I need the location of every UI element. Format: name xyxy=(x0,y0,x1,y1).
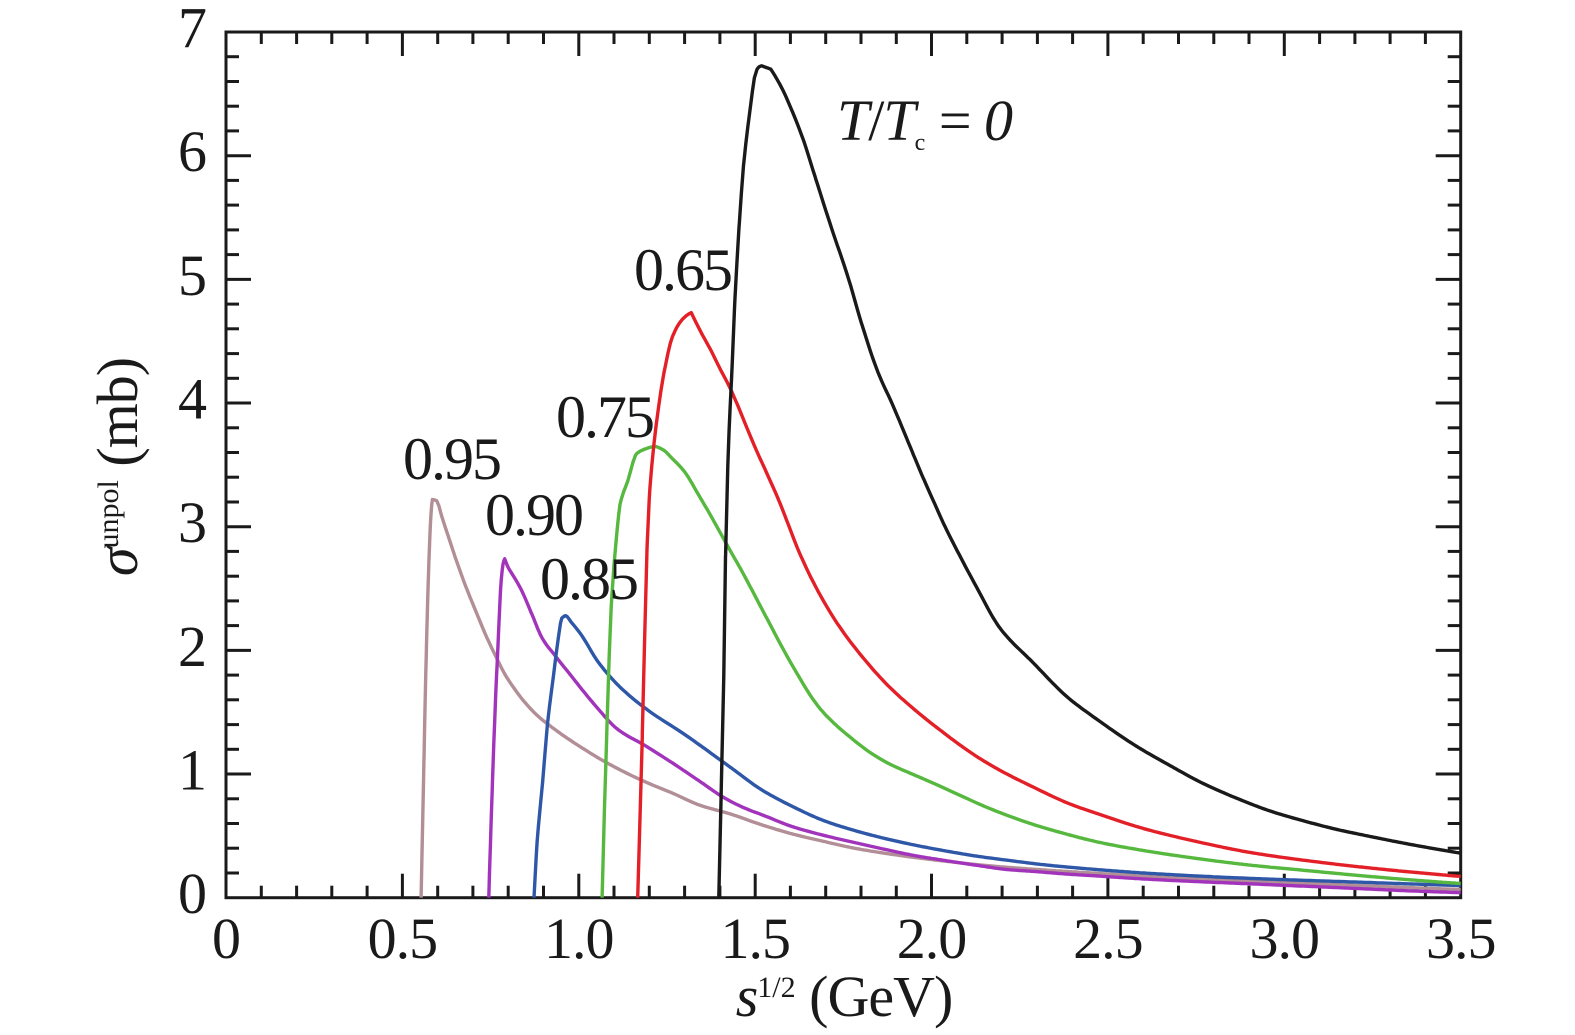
svg-text:7: 7 xyxy=(178,0,206,61)
svg-text:1.5: 1.5 xyxy=(720,906,790,971)
svg-text:s1/2 (GeV): s1/2 (GeV) xyxy=(736,964,953,1029)
svg-text:3.0: 3.0 xyxy=(1250,906,1320,971)
svg-text:1.0: 1.0 xyxy=(544,906,614,971)
svg-text:0.75: 0.75 xyxy=(556,384,653,450)
svg-text:5: 5 xyxy=(178,243,206,308)
svg-text:2: 2 xyxy=(178,614,206,679)
svg-text:3: 3 xyxy=(178,490,206,555)
svg-text:0.95: 0.95 xyxy=(403,426,500,492)
svg-text:0.90: 0.90 xyxy=(485,482,582,548)
svg-text:T/Tc = 0: T/Tc = 0 xyxy=(837,88,1013,156)
svg-text:σunpol (mb): σunpol (mb) xyxy=(85,358,150,576)
svg-text:0.85: 0.85 xyxy=(540,546,637,612)
svg-text:4: 4 xyxy=(178,367,207,432)
svg-text:0.65: 0.65 xyxy=(634,237,731,303)
svg-text:2.0: 2.0 xyxy=(897,906,967,971)
svg-text:2.5: 2.5 xyxy=(1073,906,1143,971)
svg-text:0.5: 0.5 xyxy=(368,906,438,971)
svg-text:6: 6 xyxy=(178,119,206,184)
svg-text:0: 0 xyxy=(212,906,240,971)
svg-text:3.5: 3.5 xyxy=(1426,906,1496,971)
svg-text:0: 0 xyxy=(178,861,206,926)
svg-text:1: 1 xyxy=(178,738,206,803)
